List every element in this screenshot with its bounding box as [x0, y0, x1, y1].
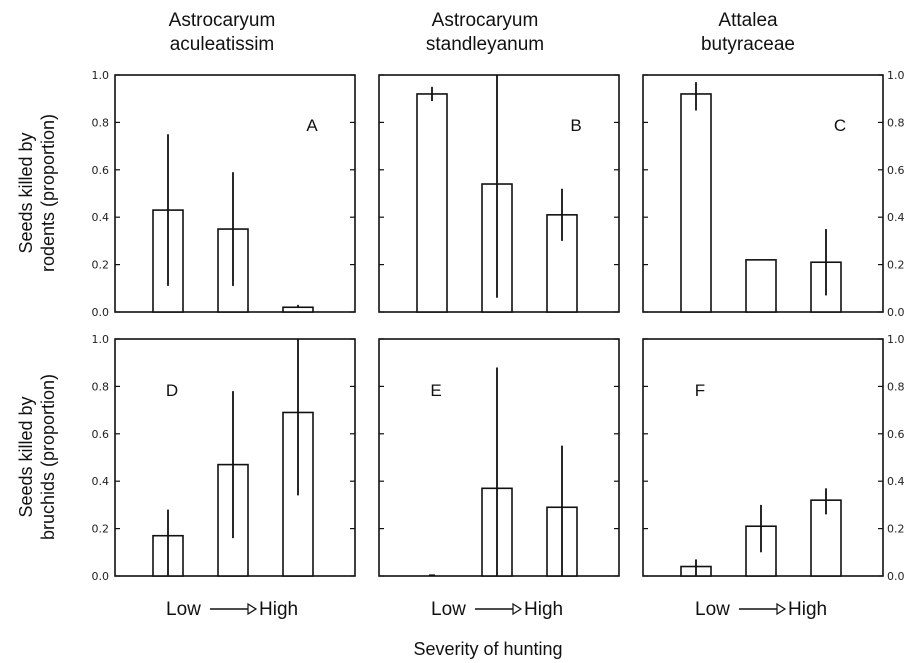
category-high-label: High — [524, 599, 563, 620]
y-tick-label: 0.6 — [92, 164, 110, 177]
y-tick-label: 0.2 — [92, 523, 110, 536]
y-tick-label: 0.6 — [887, 164, 905, 177]
column-title-1-line-1: Astrocaryum — [169, 10, 276, 31]
y-tick-label: 0.4 — [887, 211, 905, 224]
panel-a: 0.0 0.2 0.4 0.6 0.8 1.0 A — [92, 69, 356, 319]
y-tick-label: 0.4 — [92, 211, 110, 224]
y-tick-label: 0.8 — [887, 116, 905, 129]
category-high-label: High — [259, 599, 298, 620]
y-tick-label: 0.0 — [887, 306, 905, 319]
row-ylabel-bruchids-line-1: Seeds killed by — [16, 396, 36, 517]
y-tick-label: 0.2 — [887, 523, 905, 536]
panel-e: E — [378, 338, 620, 577]
bar-medium — [745, 259, 777, 313]
panel-letter: F — [695, 381, 705, 400]
row-ylabel-rodents-line-1: Seeds killed by — [16, 132, 36, 253]
y-tick-label: 0.0 — [887, 570, 905, 583]
bar-low — [680, 93, 712, 313]
column-title-3-line-1: Attalea — [718, 10, 778, 31]
category-caption-col-1: Low High — [166, 599, 298, 620]
x-axis-label: Severity of hunting — [413, 639, 562, 659]
panel-letter: C — [834, 116, 846, 135]
panel-letter: D — [166, 381, 178, 400]
y-tick-label: 0.8 — [92, 116, 110, 129]
row-ylabel-rodents-line-2: rodents (proportion) — [38, 114, 58, 272]
bar-low — [416, 93, 448, 313]
column-title-2-line-1: Astrocaryum — [432, 10, 539, 31]
row-ylabel-bruchids-line-2: bruchids (proportion) — [38, 374, 58, 540]
panel-d: 0.0 0.2 0.4 0.6 0.8 1.0 D — [92, 333, 356, 583]
column-title-1-line-2: aculeatissim — [170, 34, 275, 55]
category-low-label: Low — [695, 599, 730, 620]
y-tick-label: 0.4 — [92, 475, 110, 488]
y-tick-label: 1.0 — [887, 333, 905, 346]
bar-high — [810, 499, 842, 577]
column-title-3-line-2: butyraceae — [701, 34, 795, 55]
y-tick-label: 0.8 — [887, 380, 905, 393]
category-low-label: Low — [166, 599, 201, 620]
y-tick-label: 1.0 — [92, 333, 110, 346]
arrow-icon — [739, 602, 787, 616]
category-low-label: Low — [431, 599, 466, 620]
y-tick-label: 1.0 — [887, 69, 905, 82]
category-high-label: High — [788, 599, 827, 620]
panel-letter: A — [306, 116, 318, 135]
panel-f: 0.0 0.2 0.4 0.6 0.8 1.0 F — [642, 333, 905, 583]
y-tick-label: 0.6 — [887, 428, 905, 441]
panel-letter: E — [430, 381, 441, 400]
y-tick-label: 0.2 — [92, 259, 110, 272]
arrow-icon — [475, 602, 523, 616]
panels-group: 0.00.20.40.60.81.0A B0.00.20.40.60.81.0C0… — [92, 69, 905, 583]
y-tick-label: 1.0 — [92, 69, 110, 82]
y-tick-label: 0.2 — [887, 259, 905, 272]
arrow-icon — [210, 602, 258, 616]
column-title-2-line-2: standleyanum — [426, 34, 544, 55]
y-tick-label: 0.8 — [92, 380, 110, 393]
panel-b: B — [378, 74, 620, 313]
category-caption-col-2: Low High — [431, 599, 563, 620]
y-tick-label: 0.0 — [92, 570, 110, 583]
panel-letter: B — [570, 116, 581, 135]
y-tick-label: 0.4 — [887, 475, 905, 488]
y-tick-label: 0.0 — [92, 306, 110, 319]
panel-c: 0.0 0.2 0.4 0.6 0.8 1.0 C — [642, 69, 905, 319]
category-caption-col-3: Low High — [695, 599, 827, 620]
bar-high — [282, 306, 314, 313]
y-tick-label: 0.6 — [92, 428, 110, 441]
